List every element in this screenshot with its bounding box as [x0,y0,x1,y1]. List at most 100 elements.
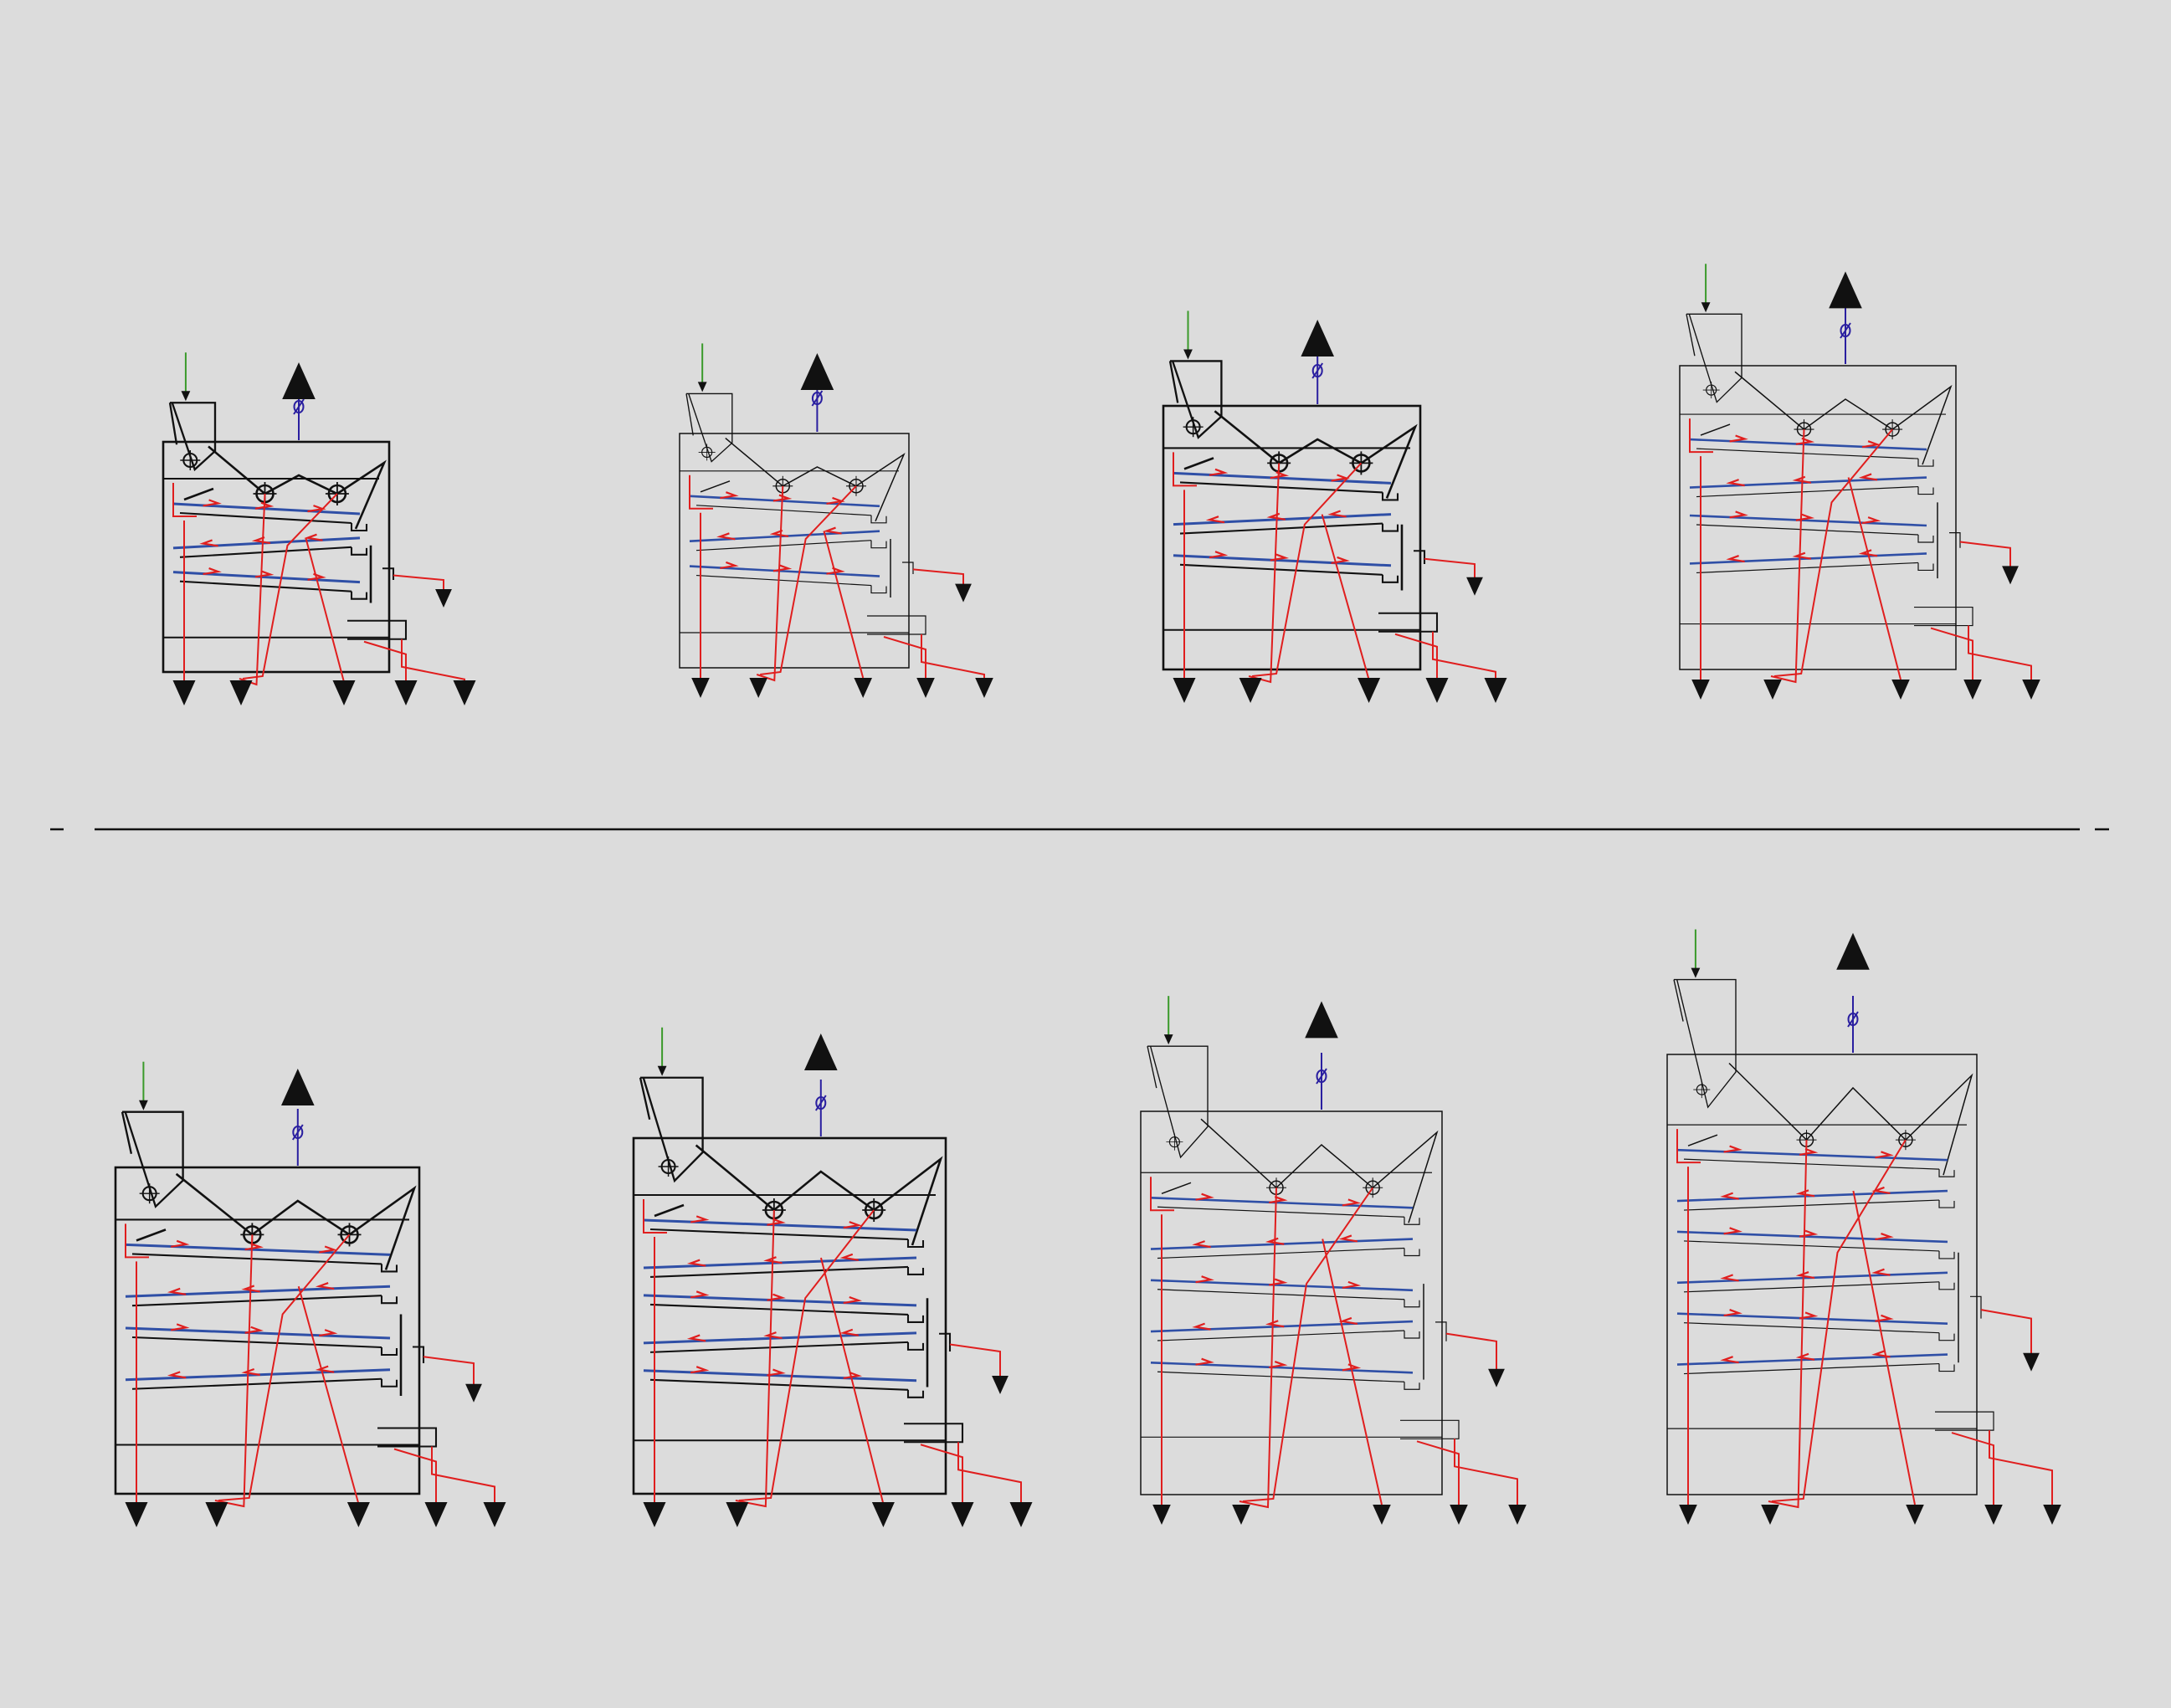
flow-direction-arrow [690,1290,710,1299]
flow-direction-arrow [1723,1309,1742,1317]
overflow-flow [423,1356,475,1390]
flow-direction-arrow [203,567,222,576]
outlet-flow [1416,1440,1460,1505]
hopper-side [685,393,694,436]
sieve-step [906,1314,925,1323]
down-arrow-icon [1163,1034,1173,1045]
flow-direction-arrow [1192,1240,1211,1249]
sieve-step [906,1341,925,1351]
down-arrow-icon [424,1502,448,1527]
flow-direction-arrow [1795,437,1815,445]
outlet-flow [1773,428,1893,677]
flow-direction-arrow [843,1221,863,1229]
slashed-circle-icon [1847,1011,1859,1028]
down-arrow-icon [1152,1505,1171,1525]
flow-direction-arrow [843,1371,863,1380]
flow-direction-arrow [1209,468,1229,476]
machine-variant-5 [114,1061,506,1527]
down-arrow-icon [1906,1505,1924,1525]
flow-direction-arrow [763,1331,783,1340]
flow-direction-arrow [254,570,275,578]
housing-frame [1666,1054,1978,1495]
sieve-step [1938,1169,1955,1177]
discharge-box [1935,1411,1994,1431]
fan-circle-icon [180,450,201,470]
feed-flow [689,474,713,510]
flow-direction-arrow [1269,1361,1288,1369]
flow-direction-arrow [1729,510,1748,519]
flow-direction-arrow [1858,473,1878,481]
flow-direction-arrow [1729,434,1748,443]
flow-direction-arrow [318,1245,338,1254]
down-arrow-icon [346,1502,370,1527]
overflow-flow [1980,1309,2032,1354]
down-arrow-icon [1484,678,1507,703]
sieve-deck [1689,438,1927,451]
sieve-step [1404,1331,1420,1339]
outlet-flow [1251,462,1363,677]
sieve-frame [1157,1371,1405,1382]
sieve-step [1917,459,1934,467]
sieve-frame [1696,485,1919,498]
outlet-flow [1768,1140,1808,1509]
feed-flow [125,1223,149,1259]
sieve-step [1938,1200,1955,1208]
sieve-frame [649,1303,909,1316]
down-arrow-icon [1508,1505,1527,1525]
flow-direction-arrow [1875,1314,1894,1322]
outlet-flow [297,1285,360,1505]
sieve-deck [125,1326,391,1340]
sieve-step [1938,1250,1955,1259]
deflector [654,1203,685,1218]
outlet-flow [1968,625,2032,680]
aspiration-channel [1728,1062,1973,1176]
fan-circle-icon [139,1183,160,1204]
sieve-frame [649,1265,909,1278]
sieve-frame [1683,1199,1940,1211]
discharge-box [1914,606,1973,627]
down-arrow-icon [1691,967,1701,978]
deflector [183,487,214,501]
housing-frame [1140,1110,1443,1495]
outlet-flow [920,1444,963,1504]
outlet-flow [957,1442,1022,1504]
feed-flow [1150,1177,1174,1212]
down-arrow-icon [1691,680,1710,700]
outlet-flow [431,1446,495,1504]
flow-direction-arrow [1792,475,1812,484]
down-arrow-icon [1984,1505,2003,1525]
down-arrow-icon [975,678,993,698]
sieve-deck [125,1243,391,1256]
outlet-flow [1847,477,1902,680]
outlet-flow [239,493,266,686]
flow-direction-arrow [839,1328,859,1336]
flow-direction-arrow [244,1243,264,1251]
flow-direction-arrow [772,564,793,572]
sieve-frame [1179,481,1383,494]
discharge-box [1400,1419,1460,1439]
sieve-step [906,1266,925,1275]
sieve-deck [1689,514,1927,527]
inlet-hopper [122,1110,184,1208]
flow-direction-arrow [1861,440,1881,449]
flow-direction-arrow [826,567,845,575]
overflow-spout [1414,550,1426,564]
machine-variant-6 [632,1027,1033,1527]
flow-direction-arrow [767,1368,786,1377]
fan-circle-icon [658,1157,679,1177]
outlet-flow [1930,627,1973,680]
down-arrow-icon [125,1502,148,1527]
sieve-frame [179,580,352,592]
sieve-step [1938,1332,1955,1341]
sieve-deck [1676,1312,1948,1325]
sieve-frame [179,546,352,558]
hopper-side [168,403,178,445]
overflow-spout [1970,1295,1982,1319]
sieve-deck [1150,1196,1414,1209]
outlet-flow [1989,1430,2053,1505]
sieve-step [1404,1299,1420,1308]
sieve-step [1404,1217,1420,1225]
down-arrow-icon [1373,1505,1391,1525]
sieve-step [1938,1363,1955,1372]
feed-flow [1173,452,1197,487]
